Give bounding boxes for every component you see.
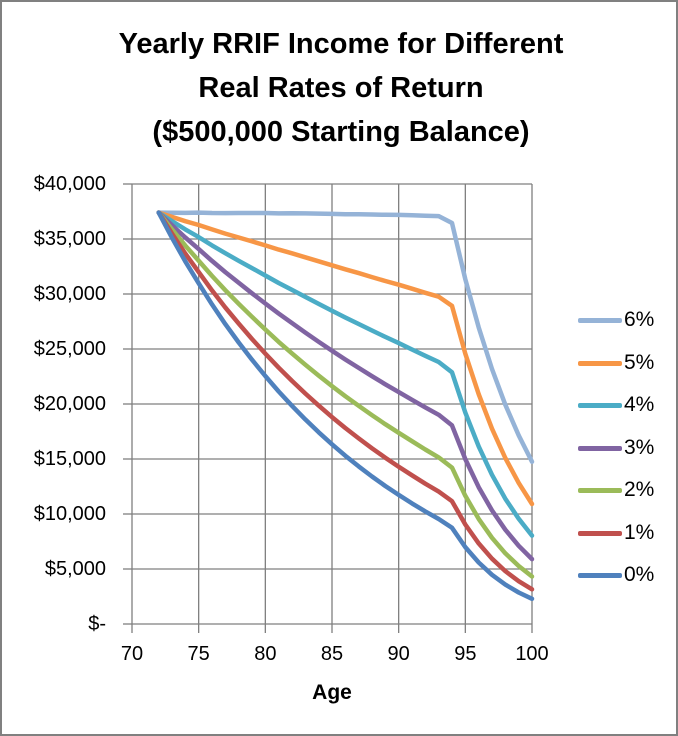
chart-title-line-2: Real Rates of Return (198, 72, 484, 104)
x-tick-label: 90 (387, 643, 410, 665)
y-tick-label: $5,000 (44, 558, 106, 580)
legend-line-swatch (578, 572, 622, 578)
y-tick-label: $10,000 (33, 503, 106, 525)
legend-label: 4% (624, 393, 655, 416)
series-line-2% (156, 210, 535, 579)
legend-label: 1% (624, 521, 655, 544)
y-tick-label: $40,000 (33, 173, 106, 195)
legend-item-3%: 3% (578, 435, 676, 461)
legend-item-5%: 5% (578, 350, 676, 376)
legend-label: 5% (624, 351, 655, 374)
series-line-4% (156, 210, 535, 538)
legend-item-0%: 0% (578, 562, 676, 588)
legend-label: 3% (624, 436, 655, 459)
y-tick-label: $20,000 (33, 393, 106, 415)
series-line-1% (156, 210, 535, 592)
legend-label: 0% (624, 563, 655, 586)
series-line-5% (156, 210, 535, 507)
x-tick-label: 100 (515, 643, 549, 665)
legend-line-swatch (578, 360, 622, 366)
legend-item-1%: 1% (578, 520, 676, 546)
series-line-6% (156, 210, 535, 465)
chart-title-line-1: Yearly RRIF Income for Different (118, 28, 564, 60)
legend-item-4%: 4% (578, 392, 676, 418)
legend-line-swatch (578, 402, 622, 408)
legend-label: 6% (624, 308, 655, 331)
chart-title: Yearly RRIF Income for Different Real Ra… (2, 22, 676, 154)
x-tick-label: 75 (187, 643, 210, 665)
legend-item-6%: 6% (578, 307, 676, 333)
y-tick-label: $35,000 (33, 228, 106, 250)
legend-line-swatch (578, 487, 622, 493)
x-tick-label: 85 (320, 643, 344, 665)
series-line-0% (156, 210, 535, 602)
legend-line-swatch (578, 445, 622, 451)
x-tick-label: 70 (120, 643, 144, 665)
y-tick-label: $25,000 (33, 338, 106, 360)
y-tick-label: $15,000 (33, 448, 106, 470)
chart-title-line-3: ($500,000 Starting Balance) (152, 116, 530, 148)
x-tick-label: 80 (254, 643, 277, 665)
legend-item-2%: 2% (578, 477, 676, 503)
legend-label: 2% (624, 478, 655, 501)
x-tick-label: 95 (454, 643, 477, 665)
y-tick-label: $- (88, 613, 106, 635)
legend-line-swatch (578, 317, 622, 323)
legend-line-swatch (578, 530, 622, 536)
y-tick-label: $30,000 (33, 283, 106, 305)
x-axis-title: Age (312, 681, 352, 704)
series-line-3% (156, 210, 535, 562)
